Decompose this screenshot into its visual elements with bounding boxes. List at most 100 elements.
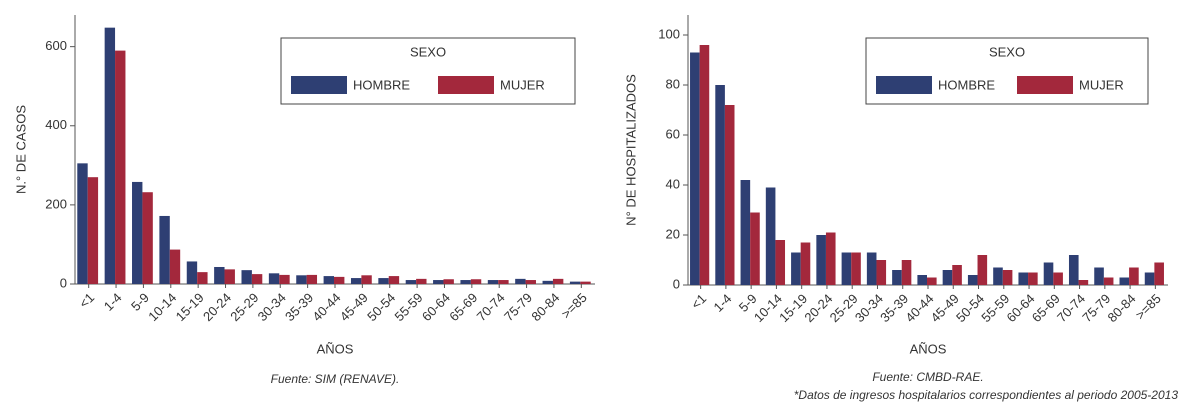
y-axis-label: N.° DE CASOS bbox=[13, 105, 28, 194]
y-tick-label: 600 bbox=[45, 38, 67, 53]
bar bbox=[460, 280, 471, 284]
bar bbox=[542, 280, 553, 284]
bar bbox=[405, 280, 417, 284]
y-tick-label: 80 bbox=[666, 76, 680, 91]
x-tick-label: 15-19 bbox=[776, 291, 810, 325]
bar bbox=[416, 278, 427, 284]
bar bbox=[851, 252, 861, 285]
x-tick-label: 55-59 bbox=[978, 291, 1012, 325]
y-tick-label: 0 bbox=[60, 275, 67, 290]
bar bbox=[841, 252, 852, 285]
bar bbox=[1129, 267, 1139, 285]
bar bbox=[159, 215, 170, 284]
bar bbox=[361, 275, 372, 284]
bar bbox=[388, 276, 400, 284]
bar bbox=[323, 276, 334, 284]
x-tick-label: 10-14 bbox=[751, 291, 785, 325]
x-tick-label: 65-69 bbox=[446, 290, 480, 324]
x-tick-label: 80-84 bbox=[528, 290, 562, 324]
bar bbox=[942, 270, 953, 285]
x-tick-label: 45-49 bbox=[928, 291, 962, 325]
bar bbox=[77, 163, 88, 284]
x-axis-label: AÑOS bbox=[910, 341, 947, 356]
legend-swatch bbox=[438, 76, 494, 94]
x-tick-label: 20-24 bbox=[801, 291, 835, 325]
bar bbox=[350, 278, 362, 284]
x-tick-label: 30-34 bbox=[852, 291, 886, 325]
y-axis-label: N° DE HOSPITALIZADOS bbox=[623, 74, 638, 226]
source-note: Fuente: SIM (RENAVE). bbox=[271, 372, 400, 386]
legend-label: HOMBRE bbox=[938, 77, 995, 92]
bar bbox=[87, 177, 99, 284]
x-tick-label: >=85 bbox=[1132, 291, 1164, 323]
bar bbox=[724, 105, 735, 285]
legend-label: MUJER bbox=[1079, 77, 1124, 92]
bar bbox=[952, 265, 962, 285]
bar bbox=[104, 27, 116, 285]
bar bbox=[525, 280, 536, 284]
x-axis-label: AÑOS bbox=[317, 341, 354, 356]
legend-label: HOMBRE bbox=[353, 77, 410, 92]
x-tick-label: 50-54 bbox=[364, 290, 398, 324]
x-tick-label: 25-29 bbox=[827, 291, 861, 325]
bar bbox=[433, 280, 444, 284]
x-tick-label: 10-14 bbox=[145, 290, 179, 324]
bar bbox=[1068, 255, 1079, 285]
y-tick-label: 20 bbox=[666, 226, 680, 241]
bar bbox=[470, 279, 482, 284]
bar bbox=[715, 85, 725, 285]
bar bbox=[552, 278, 564, 284]
x-tick-label: 35-39 bbox=[877, 291, 911, 325]
y-tick-label: 0 bbox=[673, 276, 680, 291]
bar bbox=[306, 274, 318, 284]
x-tick-label: 55-59 bbox=[392, 290, 426, 324]
bar bbox=[186, 261, 198, 284]
y-tick-label: 400 bbox=[45, 117, 67, 132]
bar bbox=[443, 279, 454, 284]
bar bbox=[740, 180, 751, 285]
bar bbox=[132, 181, 143, 284]
footnote: *Datos de ingresos hospitalarios corresp… bbox=[794, 388, 1179, 402]
x-tick-label: 45-49 bbox=[337, 290, 371, 324]
bar bbox=[775, 240, 786, 285]
x-tick-label: 65-69 bbox=[1029, 291, 1063, 325]
bar bbox=[967, 275, 978, 285]
bar bbox=[892, 270, 902, 285]
x-tick-label: 40-44 bbox=[902, 291, 936, 325]
x-tick-label: 70-74 bbox=[474, 290, 508, 324]
bar bbox=[876, 260, 887, 285]
bar bbox=[241, 270, 252, 284]
bar bbox=[800, 242, 811, 285]
x-tick-label: <1 bbox=[76, 290, 97, 311]
bar bbox=[750, 212, 760, 285]
x-tick-label: 60-64 bbox=[419, 290, 453, 324]
x-tick-label: <1 bbox=[688, 291, 709, 312]
bar bbox=[169, 249, 181, 284]
bar bbox=[901, 260, 912, 285]
x-tick-label: 30-34 bbox=[255, 290, 289, 324]
bar bbox=[487, 280, 499, 284]
x-tick-label: 35-39 bbox=[282, 290, 316, 324]
bar bbox=[498, 280, 509, 284]
bar bbox=[993, 267, 1003, 285]
bar bbox=[268, 273, 280, 284]
bar bbox=[251, 274, 263, 284]
legend-title: SEXO bbox=[410, 44, 446, 59]
x-tick-label: 25-29 bbox=[227, 290, 261, 324]
bar bbox=[791, 252, 801, 285]
x-tick-label: 40-44 bbox=[309, 290, 343, 324]
bar bbox=[197, 272, 208, 284]
bar bbox=[224, 269, 235, 284]
y-tick-label: 200 bbox=[45, 196, 67, 211]
bar bbox=[816, 235, 826, 285]
y-tick-label: 40 bbox=[666, 176, 680, 191]
bar bbox=[378, 278, 389, 284]
bar bbox=[866, 252, 877, 285]
legend-swatch bbox=[291, 76, 347, 94]
bar bbox=[1144, 272, 1155, 285]
bar bbox=[1028, 272, 1038, 285]
x-tick-label: 50-54 bbox=[953, 291, 987, 325]
bar bbox=[1053, 272, 1063, 285]
legend-title: SEXO bbox=[989, 44, 1025, 59]
